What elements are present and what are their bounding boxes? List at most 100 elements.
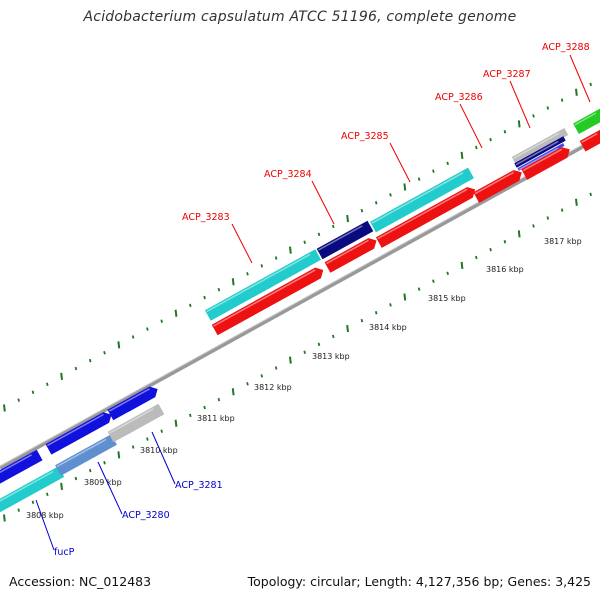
outer-tick-minor xyxy=(74,366,78,371)
outer-tick-minor xyxy=(389,193,392,197)
outer-tick-minor xyxy=(374,201,378,205)
outer-tick-minor xyxy=(360,208,364,213)
kbp-tick-label: 3811 kbp xyxy=(197,414,235,423)
outer-tick-minor xyxy=(274,256,278,260)
outer-tick-minor xyxy=(417,177,421,181)
gene-blue-left-3 xyxy=(107,386,158,421)
inner-tick-minor xyxy=(546,216,550,220)
gene-red-4 xyxy=(473,170,522,203)
outer-tick-major xyxy=(231,278,235,286)
inner-tick-major xyxy=(231,388,235,396)
gene-label-leader xyxy=(311,180,335,225)
gene-red-6 xyxy=(579,128,600,152)
inner-tick-minor xyxy=(103,461,106,465)
outer-tick-minor xyxy=(160,319,163,323)
kbp-tick-label: 3812 kbp xyxy=(254,383,292,392)
outer-tick-minor xyxy=(589,82,592,87)
gene-label-acp_3283: ACP_3283 xyxy=(182,212,230,223)
gene-acp-3284 xyxy=(316,220,374,260)
gene-labels: ACP_3283 ACP_3284 ACP_3285 ACP_3286 ACP_3287… xyxy=(35,42,591,558)
gene-label-acp_3288: ACP_3288 xyxy=(542,42,590,53)
gene-label-leader xyxy=(459,103,483,149)
gene-cyan-left xyxy=(0,466,65,514)
outer-tick-minor xyxy=(317,232,321,237)
inner-tick-major xyxy=(460,261,464,270)
inner-tick-major xyxy=(289,356,292,364)
inner-tick-minor xyxy=(146,437,149,441)
outer-tick-major xyxy=(403,183,407,191)
outer-tick-minor xyxy=(246,272,249,276)
gene-label-leader xyxy=(389,142,411,183)
outer-tick-minor xyxy=(103,351,106,355)
inner-tick-minor xyxy=(131,445,135,449)
outer-tick-minor xyxy=(189,303,192,308)
gene-label-leader xyxy=(569,54,591,103)
gene-red-3 xyxy=(375,187,476,248)
inner-tick-minor xyxy=(17,508,20,512)
outer-tick-minor xyxy=(446,161,449,166)
inner-tick-minor xyxy=(475,255,478,260)
kbp-tick-label: 3810 kbp xyxy=(140,446,178,455)
inner-tick-major xyxy=(3,514,6,522)
inner-tick-minor xyxy=(432,279,435,283)
inner-tick-minor xyxy=(74,476,78,481)
outer-tick-major xyxy=(517,120,521,128)
outer-tick-minor xyxy=(475,145,478,150)
kbp-tick-label: 3817 kbp xyxy=(544,237,582,246)
inner-tick-minor xyxy=(31,500,35,504)
gene-blue-left-1 xyxy=(0,449,43,487)
inner-tick-minor xyxy=(489,247,492,252)
outer-tick-major xyxy=(575,88,578,96)
gene-label-leader xyxy=(35,499,55,551)
inner-tick-minor xyxy=(503,239,507,244)
inner-tick-minor xyxy=(446,271,449,276)
outer-tick-minor xyxy=(131,335,135,339)
outer-tick-major xyxy=(3,404,6,412)
outer-tick-minor xyxy=(560,98,564,102)
gene-acp-3287-grey xyxy=(511,128,569,164)
map-title: Acidobacterium capsulatum ATCC 51196, co… xyxy=(83,9,517,25)
kbp-tick-labels: 3808 kbp 3809 kbp 3810 kbp 3811 kbp 3812 kbp… xyxy=(26,237,582,520)
gene-label-leader xyxy=(509,80,531,129)
outer-tick-minor xyxy=(260,264,264,268)
outer-tick-major xyxy=(460,151,464,160)
inner-tick-major xyxy=(403,293,407,301)
inner-tick-major xyxy=(60,482,63,491)
gene-acp-3288 xyxy=(573,108,600,134)
gene-label-leader xyxy=(151,431,176,485)
gene-red-5 xyxy=(521,147,570,180)
gene-acp-3280 xyxy=(55,434,117,476)
kbp-tick-label: 3808 kbp xyxy=(26,511,64,520)
inner-tick-major xyxy=(174,419,178,427)
inner-tick-minor xyxy=(389,303,392,307)
outer-tick-ring xyxy=(3,82,592,412)
kbp-tick-label: 3814 kbp xyxy=(369,323,407,332)
kbp-tick-label: 3815 kbp xyxy=(428,294,466,303)
gene-red-1 xyxy=(211,267,324,336)
gene-acp-3283 xyxy=(204,249,322,321)
gene-label-fucp: fucP xyxy=(54,547,75,558)
inner-tick-minor xyxy=(88,468,92,473)
inner-tick-minor xyxy=(46,492,49,497)
gene-label-leader xyxy=(97,461,123,515)
gene-label-acp_3280: ACP_3280 xyxy=(122,510,170,521)
gene-features xyxy=(0,108,600,514)
gene-label-leader xyxy=(231,223,253,264)
inner-tick-minor xyxy=(203,405,206,410)
gene-label-acp_3284: ACP_3284 xyxy=(264,169,312,180)
inner-tick-minor xyxy=(417,287,421,291)
inner-tick-minor xyxy=(217,397,221,402)
gene-acp-3285 xyxy=(370,167,474,233)
genome-backbone xyxy=(0,134,600,470)
gene-acp-3281 xyxy=(107,403,165,443)
inner-tick-minor xyxy=(332,334,335,339)
inner-tick-major xyxy=(575,198,578,206)
kbp-tick-label: 3809 kbp xyxy=(84,478,122,487)
outer-tick-minor xyxy=(432,169,435,173)
inner-tick-minor xyxy=(160,429,163,433)
outer-tick-minor xyxy=(17,398,20,402)
inner-tick-major xyxy=(346,324,349,333)
outer-tick-major xyxy=(60,372,63,381)
gene-label-acp_3286: ACP_3286 xyxy=(435,92,483,103)
